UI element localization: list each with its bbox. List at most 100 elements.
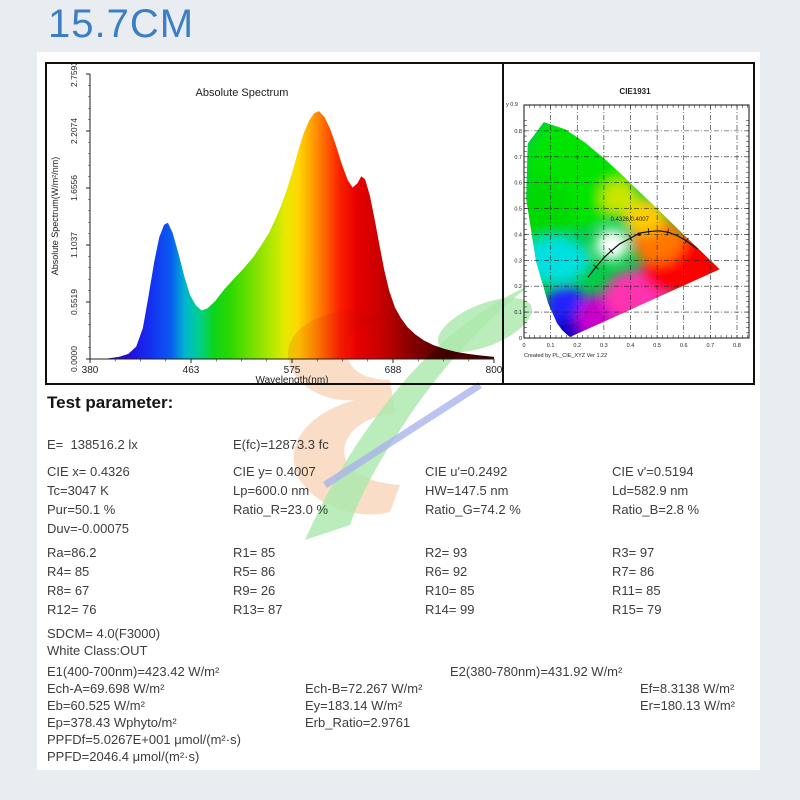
cie-credit: Created by PL_CIE_XYZ Ver 1.22 xyxy=(524,353,607,359)
param-cell: R9= 26 xyxy=(233,583,276,598)
param-cell xyxy=(612,519,752,538)
param-cell: R13= 87 xyxy=(233,602,283,617)
param-cell: R14= 99 xyxy=(425,602,475,617)
param-cell: Ratio_G=74.2 % xyxy=(425,502,521,517)
param-cell: E1(400-700nm)=423.42 W/m² xyxy=(47,664,220,679)
param-cell: SDCM= 4.0(F3000) xyxy=(47,626,161,641)
param-cell: Ech-B=72.267 W/m² xyxy=(305,681,423,696)
cie-y-tick: 0.2 xyxy=(514,284,522,290)
cie-point-label: 0.4326,0.4007 xyxy=(611,217,650,223)
cie-x-tick: 0 xyxy=(522,343,525,349)
param-cell: R6= 92 xyxy=(425,564,468,579)
param-cell: PPFD=2046.4 μmol/(m²·s) xyxy=(47,749,200,764)
param-cell: CIE y= 0.4007 xyxy=(233,464,316,479)
cie-x-tick: 0.6 xyxy=(680,343,688,349)
param-cell: Pur=50.1 % xyxy=(47,502,116,517)
spectrum-x-tick: 800 xyxy=(486,365,502,376)
cie-corner-label: y 0.9 xyxy=(506,102,518,108)
spectrum-y-tick: 1.1037 xyxy=(69,232,79,258)
cie-y-tick: 0.1 xyxy=(514,310,522,316)
param-cell: R11= 85 xyxy=(612,583,661,598)
cie-x-tick: 0.8 xyxy=(733,343,741,349)
param-cell: R10= 85 xyxy=(425,583,475,598)
param-cell: Lp=600.0 nm xyxy=(233,483,310,498)
param-group-sdcm: SDCM= 4.0(F3000) White Class:OUT xyxy=(47,625,160,659)
param-cell: Ey=183.14 W/m² xyxy=(305,698,403,713)
param-cell: Ratio_R=23.0 % xyxy=(233,502,329,517)
param-row: Ep=378.43 Wphyto/m² Erb_Ratio=2.9761 xyxy=(47,714,752,731)
param-cell: R12= 76 xyxy=(47,602,97,617)
param-group-irradiance: E1(400-700nm)=423.42 W/m² E2(380-780nm)=4… xyxy=(47,663,752,765)
cie-y-tick: 0 xyxy=(519,336,522,342)
spectrum-x-tick: 463 xyxy=(183,365,200,376)
param-cell: CIE u'=0.2492 xyxy=(425,464,508,479)
param-cell xyxy=(233,519,425,538)
param-row: PPFD=2046.4 μmol/(m²·s) xyxy=(47,748,752,765)
chart-panel: 380 463 575 688 800 0.0000 0.5519 1.1037 1.6556 2… xyxy=(45,62,755,385)
spectrum-x-axis-title: Wavelength(nm) xyxy=(256,375,329,383)
param-cell: Ratio_B=2.8 % xyxy=(612,502,700,517)
spectrum-y-tick: 0.5519 xyxy=(69,289,79,315)
param-group-cri: Ra=86.2 R1= 85 R2= 93 R3= 97 R4= 85 R5= 86 R6=… xyxy=(47,543,752,619)
param-cell: Ep=378.43 Wphyto/m² xyxy=(47,715,177,730)
param-cell: White Class:OUT xyxy=(47,643,148,658)
param-cell: CIE v'=0.5194 xyxy=(612,464,694,479)
param-cell: R15= 79 xyxy=(612,602,662,617)
cie-y-tick: 0.3 xyxy=(514,258,522,264)
param-cell: Ra=86.2 xyxy=(47,545,97,560)
spectrum-y-tick: 0.0000 xyxy=(69,346,79,372)
param-cell: R3= 97 xyxy=(612,545,655,560)
param-row: Ech-A=69.698 W/m² Ech-B=72.267 W/m² Ef=8.3… xyxy=(47,680,752,697)
cie-y-tick: 0.8 xyxy=(514,129,522,135)
param-row: E1(400-700nm)=423.42 W/m² E2(380-780nm)=4… xyxy=(47,663,752,680)
cie-1931-chart: 0.4326,0.4007 0 0.1 0.2 0.3 0.4 0.5 0.6 0.7 0.8 x 0… xyxy=(506,87,755,359)
param-row: PPFDf=5.0267E+001 μmol/(m²·s) xyxy=(47,731,752,748)
cie-y-tick: 0.4 xyxy=(514,232,522,238)
cie-y-tick: 0.5 xyxy=(514,207,522,213)
cie-point-marker xyxy=(637,232,641,236)
cie-y-tick: 0.7 xyxy=(514,155,522,161)
param-cell: Er=180.13 W/m² xyxy=(640,698,736,713)
spectrum-title: Absolute Spectrum xyxy=(196,87,289,99)
spectrum-area xyxy=(90,111,494,359)
cie-x-tick: 0.2 xyxy=(573,343,581,349)
cie-x-tick: 0.4 xyxy=(627,343,635,349)
param-cell: Ef=8.3138 W/m² xyxy=(640,681,735,696)
cie-x-axis-name: x xyxy=(753,343,755,349)
param-cell: Eb=60.525 W/m² xyxy=(47,698,145,713)
absolute-spectrum-chart: 380 463 575 688 8000.00000.55191.10371.65562… xyxy=(50,64,502,383)
spectrum-x-tick: 380 xyxy=(82,365,99,376)
param-cell xyxy=(612,435,752,454)
param-cell: E(fc)=12873.3 fc xyxy=(233,437,329,452)
param-cell: Ech-A=69.698 W/m² xyxy=(47,681,165,696)
param-cell: E2(380-780nm)=431.92 W/m² xyxy=(450,664,623,679)
param-row: Eb=60.525 W/m² Ey=183.14 W/m² Er=180.13 W/… xyxy=(47,697,752,714)
panel-divider xyxy=(502,64,504,383)
param-cell: E= 138516.2 lx xyxy=(47,437,138,452)
cie-x-tick: 0.5 xyxy=(653,343,661,349)
param-cell xyxy=(425,519,612,538)
param-cell: R1= 85 xyxy=(233,545,276,560)
param-cell: R7= 86 xyxy=(612,564,655,579)
spectrum-y-tick: 2.7593 xyxy=(69,64,79,87)
param-cell: R5= 86 xyxy=(233,564,276,579)
param-cell: R8= 67 xyxy=(47,583,90,598)
param-cell: R2= 93 xyxy=(425,545,468,560)
param-cell: Tc=3047 K xyxy=(47,483,109,498)
spectrum-y-axis-title: Absolute Spectrum(W/m²/nm) xyxy=(50,157,60,276)
page-title: 15.7CM xyxy=(48,2,195,46)
planckian-locus xyxy=(587,230,698,278)
param-cell xyxy=(425,435,612,454)
param-group-illuminance: E= 138516.2 lx E(fc)=12873.3 fc xyxy=(47,435,752,454)
cie-y-tick: 0.6 xyxy=(514,181,522,187)
spectrum-y-tick: 2.2074 xyxy=(69,118,79,144)
cie-title: CIE1931 xyxy=(619,87,651,96)
spectrum-y-tick: 1.6556 xyxy=(69,175,79,201)
cie-x-tick: 0.1 xyxy=(547,343,555,349)
param-cell: HW=147.5 nm xyxy=(425,483,509,498)
param-cell: Ld=582.9 nm xyxy=(612,483,689,498)
cie-x-tick: 0.3 xyxy=(600,343,608,349)
report-card: 380 463 575 688 800 0.0000 0.5519 1.1037 1.6556 2… xyxy=(37,52,760,770)
cie-x-tick: 0.7 xyxy=(707,343,715,349)
